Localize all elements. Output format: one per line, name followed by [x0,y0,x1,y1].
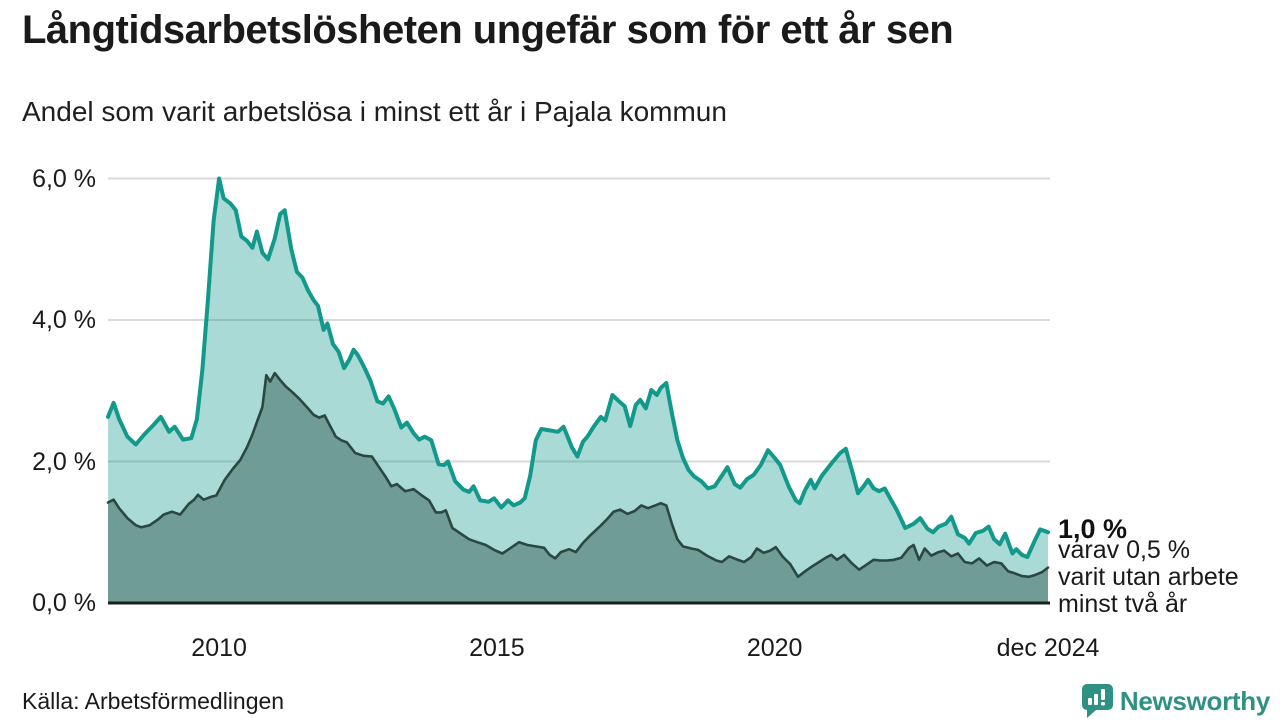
series-2yr-line [106,371,1050,579]
end-value-label: 1,0 % [1058,514,1128,544]
logo-text: Newsworthy [1119,685,1270,716]
newsworthy-logo: Newsworthy [1081,684,1270,718]
y-axis-label: 2,0 % [32,447,96,476]
chart-subtitle: Andel som varit arbetslösa i minst ett å… [22,96,727,127]
x-axis-line [108,601,1050,605]
source-attribution: Källa: Arbetsförmedlingen [22,688,285,714]
y-axis-label: 0,0 % [32,589,96,617]
annotation-line: varav 0,5 % [1058,536,1191,564]
series-1yr-line [106,176,1050,559]
annotation-line: minst två år [1058,590,1188,618]
chart-title: Långtidsarbetslösheten ungefär som för e… [22,8,954,52]
annotation-line: varit utan arbete [1058,563,1239,591]
x-axis-label: 2020 [746,634,803,662]
x-axis-label: 2010 [191,634,247,662]
y-axis-label: 6,0 % [32,164,96,193]
x-axis-label: 2015 [469,634,525,662]
x-axis-label: dec 2024 [996,634,1100,662]
bar-chart-speech-bubble-icon [1081,684,1113,718]
series-2yr-area [108,373,1048,603]
y-axis-label: 4,0 % [32,306,96,334]
annotation-text: varav 0,5 % varit utan arbete minst två … [1058,537,1239,618]
